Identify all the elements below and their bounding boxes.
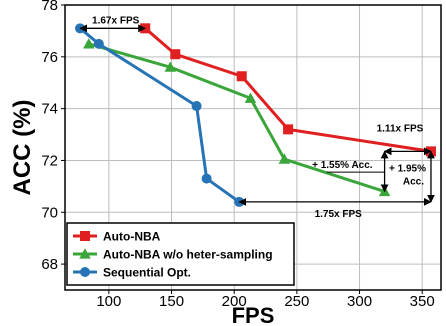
y-tick-label: 70 xyxy=(41,204,58,221)
annotation-label: 1.67x FPS xyxy=(92,15,140,26)
legend-box xyxy=(66,222,295,286)
data-point xyxy=(236,71,247,82)
y-tick-label: 72 xyxy=(41,152,58,169)
x-tick-label: 300 xyxy=(347,293,372,310)
series-2 xyxy=(75,23,245,207)
data-point xyxy=(244,92,257,103)
data-point xyxy=(93,38,104,49)
y-tick-label: 68 xyxy=(41,256,58,273)
legend-label: Auto-NBA w/o heter-sampling xyxy=(103,248,273,262)
data-point xyxy=(164,61,177,72)
plot-frame xyxy=(64,4,442,291)
series-0 xyxy=(140,23,436,157)
axis-ticks: 100 150 200 250 300 350 68 70 72 74 76 78 xyxy=(41,0,434,310)
annotation-label: + 1.55% Acc. xyxy=(312,160,373,171)
annotation-label: 1.75x FPS xyxy=(315,209,363,220)
legend: Auto-NBA Auto-NBA w/o heter-sampling Seque… xyxy=(66,222,295,286)
legend-label: Auto-NBA xyxy=(103,230,161,244)
x-tick-label: 350 xyxy=(410,293,435,310)
legend-marker xyxy=(80,267,90,277)
legend-label: Sequential Opt. xyxy=(103,266,191,280)
annotation-label: + 1.95% xyxy=(389,164,426,175)
data-point xyxy=(278,153,291,164)
y-tick-label: 78 xyxy=(41,0,58,14)
y-tick-label: 76 xyxy=(41,49,58,66)
y-tick-label: 74 xyxy=(41,101,58,118)
legend-marker xyxy=(80,231,90,241)
series-line xyxy=(79,27,241,204)
x-axis-title: FPS xyxy=(232,303,275,326)
data-point xyxy=(191,101,202,112)
series xyxy=(75,23,436,207)
x-tick-label: 150 xyxy=(159,293,184,310)
annotation-label: Acc. xyxy=(403,177,424,188)
legend-marker xyxy=(79,248,91,259)
annotations: 1.67x FPS 1.11x FPS 1.75x FPS + 1.55% Acc. +… xyxy=(79,15,435,220)
y-axis-title: ACC (%) xyxy=(9,100,36,196)
x-tick-label: 100 xyxy=(96,293,121,310)
data-point xyxy=(170,49,181,60)
data-point xyxy=(83,38,95,49)
x-tick-label: 200 xyxy=(222,293,247,310)
data-point xyxy=(283,124,294,135)
annotation-label: 1.11x FPS xyxy=(377,123,424,134)
x-tick-label: 250 xyxy=(284,293,309,310)
data-point xyxy=(201,173,212,184)
